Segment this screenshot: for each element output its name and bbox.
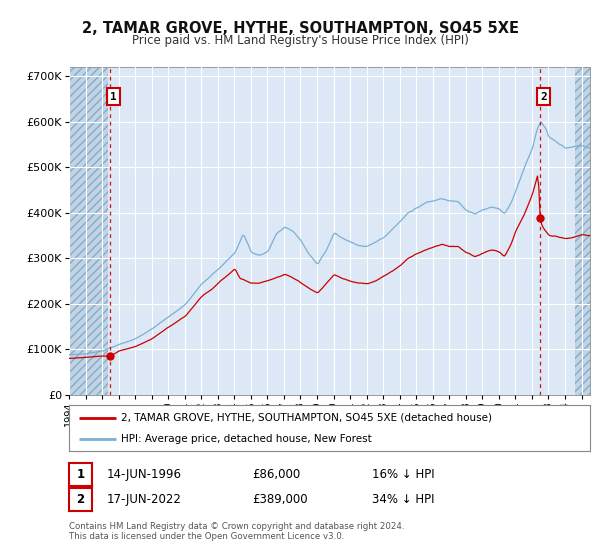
Text: 1: 1 <box>76 468 85 481</box>
Text: 16% ↓ HPI: 16% ↓ HPI <box>372 468 434 481</box>
Bar <box>69 67 108 395</box>
Text: £86,000: £86,000 <box>252 468 300 481</box>
Text: 2: 2 <box>76 493 85 506</box>
Text: 1: 1 <box>110 92 117 102</box>
Text: 2, TAMAR GROVE, HYTHE, SOUTHAMPTON, SO45 5XE: 2, TAMAR GROVE, HYTHE, SOUTHAMPTON, SO45… <box>82 21 518 36</box>
Bar <box>69 67 108 395</box>
Text: Contains HM Land Registry data © Crown copyright and database right 2024.
This d: Contains HM Land Registry data © Crown c… <box>69 522 404 542</box>
Bar <box>575 67 590 395</box>
Text: 34% ↓ HPI: 34% ↓ HPI <box>372 493 434 506</box>
Text: Price paid vs. HM Land Registry's House Price Index (HPI): Price paid vs. HM Land Registry's House … <box>131 34 469 46</box>
Text: 2: 2 <box>541 92 547 102</box>
Text: 14-JUN-1996: 14-JUN-1996 <box>107 468 182 481</box>
Text: HPI: Average price, detached house, New Forest: HPI: Average price, detached house, New … <box>121 435 372 444</box>
Text: £389,000: £389,000 <box>252 493 308 506</box>
Text: 17-JUN-2022: 17-JUN-2022 <box>107 493 182 506</box>
Text: 2, TAMAR GROVE, HYTHE, SOUTHAMPTON, SO45 5XE (detached house): 2, TAMAR GROVE, HYTHE, SOUTHAMPTON, SO45… <box>121 413 492 423</box>
Bar <box>575 67 590 395</box>
